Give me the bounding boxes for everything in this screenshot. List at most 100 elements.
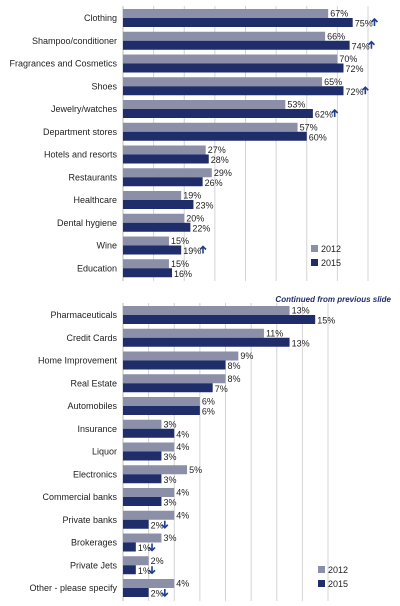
category-group: Private Jets 2%1%: [70, 556, 164, 576]
category-group: Education 15%16%: [77, 259, 192, 279]
data-label-2015: 1%: [138, 566, 151, 576]
data-label-2015: 74%: [352, 41, 370, 51]
arrow-up-icon: [367, 40, 375, 49]
data-label-2015: 4%: [176, 429, 189, 439]
data-label-2015: 2%: [151, 520, 164, 530]
category-label: Private Jets: [70, 560, 118, 570]
bar-2012: [123, 442, 175, 452]
bar-2015: [123, 406, 200, 415]
bar-2012: [123, 31, 326, 41]
category-group: Brokerages 3% 1%: [71, 533, 176, 553]
data-label-2012: 66%: [327, 31, 345, 41]
data-label-2015: 2%: [151, 589, 164, 599]
continued-note: Continued from previous slide: [275, 295, 391, 304]
bar-2015: [123, 222, 191, 232]
bar-2015: [123, 109, 313, 118]
category-group: Home Improvement 9%8%: [38, 351, 253, 371]
legend-swatch-2012: [318, 566, 325, 573]
category-group: Shampoo/conditioner 66% 74%: [32, 31, 375, 51]
data-label-2012: 4%: [176, 510, 189, 520]
data-label-2012: 19%: [183, 191, 201, 201]
category-group: Clothing 67% 75%: [84, 9, 379, 29]
category-group: Commercial banks 4%3%: [42, 488, 189, 508]
category-label: Department stores: [43, 127, 118, 137]
data-label-2012: 57%: [300, 122, 318, 132]
data-label-2015: 15%: [317, 316, 335, 326]
bar-2012: [123, 510, 175, 520]
bar-2012: [123, 306, 290, 315]
data-label-2015: 3%: [163, 475, 176, 485]
bar-2015: [123, 40, 350, 50]
data-label-2012: 15%: [171, 259, 189, 269]
bar-2012: [123, 54, 338, 64]
bar-2012: [123, 533, 162, 543]
category-label: Insurance: [77, 424, 117, 434]
legend-label: 2012: [328, 565, 348, 575]
data-label-2012: 9%: [240, 351, 253, 361]
legend-2: 2012 2015: [318, 565, 348, 589]
data-label-2015: 26%: [205, 178, 223, 188]
category-group: Department stores 57%60%: [43, 122, 327, 142]
category-label: Shoes: [91, 81, 117, 91]
bar-2012: [123, 465, 188, 475]
data-label-2012: 15%: [171, 236, 189, 246]
bar-2015: [123, 200, 194, 209]
data-label-2015: 13%: [292, 338, 310, 348]
data-label-2015: 3%: [163, 452, 176, 462]
bar-2015: [123, 542, 136, 552]
bar-2015: [123, 360, 226, 370]
category-label: Commercial banks: [42, 492, 117, 502]
legend-swatch-2015: [311, 259, 318, 266]
category-group: Fragrances and Cosmetics 70%72%: [9, 54, 363, 74]
bar-2012: [123, 191, 182, 200]
category-label: Pharmaceuticals: [50, 310, 117, 320]
arrow-up-icon: [361, 86, 369, 95]
data-label-2012: 3%: [163, 419, 176, 429]
bar-2012: [123, 351, 239, 361]
data-label-2015: 72%: [346, 87, 364, 97]
data-label-2012: 5%: [189, 465, 202, 475]
legend-1: 2012 2015: [311, 244, 341, 268]
data-label-2015: 3%: [163, 498, 176, 508]
bar-2015: [123, 337, 290, 347]
category-group: Insurance 3%4%: [77, 419, 189, 439]
bar-2012: [123, 77, 323, 87]
data-label-2012: 67%: [330, 9, 348, 19]
category-label: Fragrances and Cosmetics: [9, 59, 117, 69]
category-label: Home Improvement: [38, 356, 118, 366]
legend-swatch-2015: [318, 580, 325, 587]
bar-2015: [123, 428, 175, 438]
category-group: Liquor 4%3%: [92, 442, 189, 462]
bar-2015: [123, 63, 344, 73]
data-label-2015: 8%: [228, 361, 241, 371]
bar-2012: [123, 397, 200, 406]
bar-2015: [123, 519, 149, 529]
category-label: Credit Cards: [66, 333, 117, 343]
chart-panel-2: Pharmaceuticals 13% 15% Credit Cards 11% 13% H…: [29, 295, 392, 601]
bar-2015: [123, 474, 162, 484]
data-label-2012: 2%: [151, 556, 164, 566]
bar-2012: [123, 328, 264, 338]
category-label: Wine: [96, 241, 117, 251]
category-label: Liquor: [92, 447, 117, 457]
data-label-2015: 6%: [202, 407, 215, 417]
category-label: Healthcare: [73, 195, 117, 205]
data-label-2012: 4%: [176, 488, 189, 498]
data-label-2012: 70%: [339, 54, 357, 64]
category-group: Other - please specify 4% 2%: [29, 579, 189, 599]
data-label-2015: 72%: [346, 64, 364, 74]
bar-2015: [123, 383, 213, 393]
legend-label: 2015: [321, 258, 341, 268]
data-label-2015: 75%: [355, 19, 373, 29]
category-label: Shampoo/conditioner: [32, 36, 117, 46]
bar-2012: [123, 213, 185, 223]
data-label-2012: 4%: [176, 442, 189, 452]
arrow-up-icon: [199, 245, 207, 254]
data-label-2015: 16%: [174, 269, 192, 279]
data-label-2012: 11%: [266, 328, 283, 338]
arrow-up-icon: [331, 108, 339, 117]
bar-2012: [123, 579, 175, 588]
bar-2015: [123, 177, 203, 187]
bar-2012: [123, 122, 298, 132]
category-label: Education: [77, 263, 117, 273]
